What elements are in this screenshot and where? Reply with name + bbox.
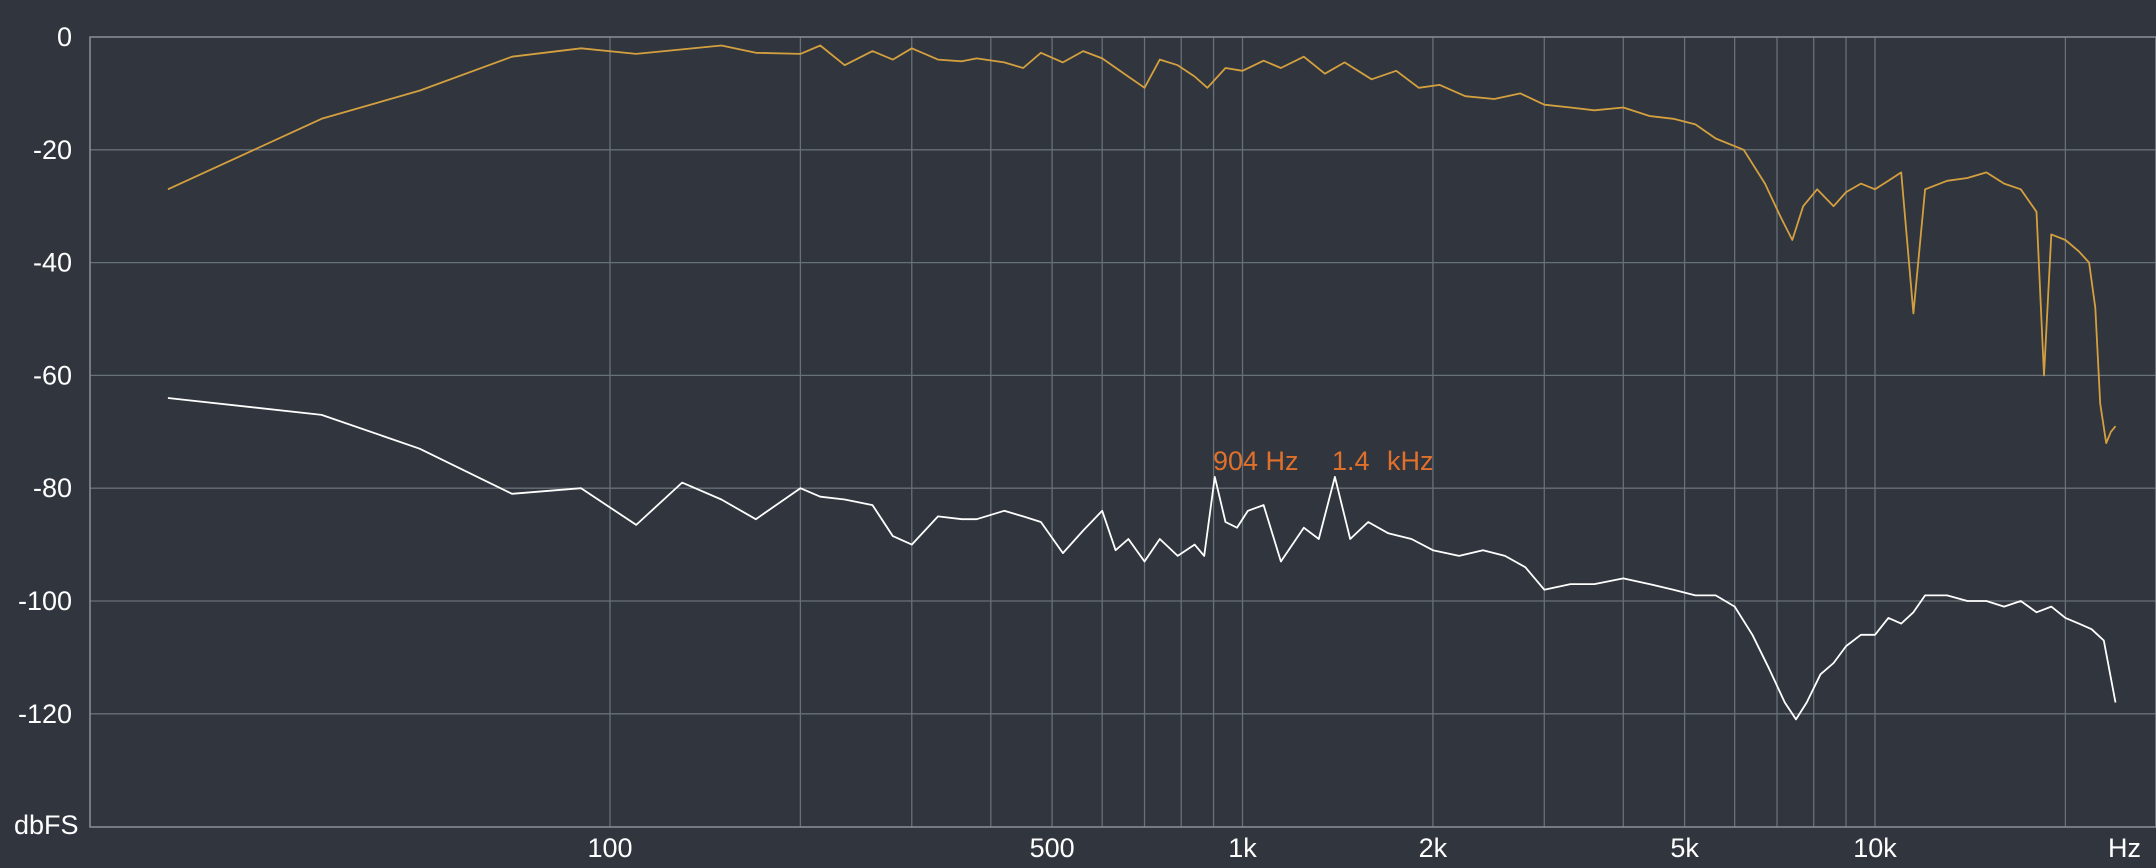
x-tick-label: 2k — [1419, 833, 1448, 863]
y-unit-label: dbFS — [14, 810, 79, 840]
peak-label-904hz: 904 Hz — [1213, 446, 1299, 476]
y-axis-ticks: 0 -20 -40 -60 -80 -100 -120 — [18, 22, 72, 729]
y-tick-label: -20 — [33, 135, 72, 165]
peak-label-1-4: 1.4 — [1332, 446, 1370, 476]
grid — [90, 37, 2156, 827]
y-tick-label: -40 — [33, 248, 72, 278]
x-tick-label: 500 — [1030, 833, 1075, 863]
x-axis-ticks: 100 500 1k 2k 5k 10k — [587, 833, 1897, 863]
x-tick-label: 1k — [1228, 833, 1257, 863]
series-layer — [167, 44, 2117, 721]
series-line-2 — [167, 397, 2117, 721]
plot-area — [90, 37, 2156, 827]
x-tick-label: 5k — [1670, 833, 1699, 863]
x-tick-label: 100 — [587, 833, 632, 863]
plot-frame — [89, 36, 2156, 828]
x-tick-label: 10k — [1853, 833, 1897, 863]
y-tick-label: -120 — [18, 699, 72, 729]
x-unit-label: Hz — [2108, 833, 2141, 863]
y-tick-label: -80 — [33, 473, 72, 503]
series-line-1 — [167, 44, 2117, 445]
y-tick-label: -60 — [33, 360, 72, 390]
peak-label-khz: kHz — [1387, 446, 1434, 476]
y-tick-label: -100 — [18, 586, 72, 616]
y-tick-label: 0 — [57, 22, 72, 52]
